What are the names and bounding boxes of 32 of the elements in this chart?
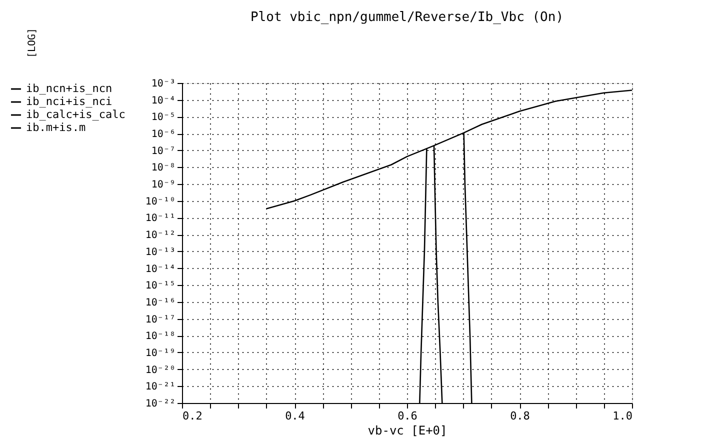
y-tick-label: 10⁻²² <box>145 398 176 410</box>
y-tick-label: 10⁻⁷ <box>151 146 176 157</box>
y-tick-label: 10⁻¹⁴ <box>145 264 176 275</box>
y-tick-label: 10⁻¹¹ <box>145 213 176 224</box>
legend-label: ib.m+is.m <box>26 121 86 134</box>
y-tick-label: 10⁻¹⁹ <box>145 348 176 359</box>
y-tick-label: 10⁻⁵ <box>151 112 176 124</box>
text: [LOG] <box>27 28 38 58</box>
legend-label: ib_calc+is_calc <box>26 108 126 121</box>
y-tick-label: 10⁻²¹ <box>145 382 176 393</box>
y-tick-label: 10⁻²⁰ <box>145 364 176 376</box>
x-tick-label: 1.0 <box>612 410 632 422</box>
y-tick-label: 10⁻⁹ <box>151 180 176 191</box>
y-tick-label: 10⁻¹² <box>145 230 176 242</box>
legend-label: ib_nci+is_nci <box>26 95 112 108</box>
y-tick-label: 10⁻⁶ <box>151 129 176 140</box>
x-axis-title: vb-vc [E+0] <box>368 424 448 438</box>
x-tick-label: 0.2 <box>182 410 202 422</box>
x-tick-label: 0.4 <box>285 410 306 422</box>
y-tick-label: 10⁻¹⁶ <box>145 297 176 308</box>
y-tick-label: 10⁻¹⁵ <box>145 280 176 292</box>
y-tick-label: 10⁻¹³ <box>145 246 176 258</box>
x-tick-label: 0.6 <box>398 410 418 422</box>
chart-title: Plot vbic_npn/gummel/Reverse/Ib_Vbc (On) <box>250 10 564 25</box>
y-tick-label: 10⁻¹⁸ <box>145 331 176 342</box>
x-tick-label: 0.8 <box>510 410 530 422</box>
y-tick-label: 10⁻¹⁷ <box>145 314 176 326</box>
legend-label: ib_ncn+is_ncn <box>26 82 112 95</box>
y-tick-label: 10⁻⁸ <box>151 162 176 174</box>
y-tick-label: 10⁻³ <box>151 78 176 90</box>
y-tick-label: 10⁻¹⁰ <box>145 196 176 208</box>
y-tick-label: 10⁻⁴ <box>151 95 176 106</box>
